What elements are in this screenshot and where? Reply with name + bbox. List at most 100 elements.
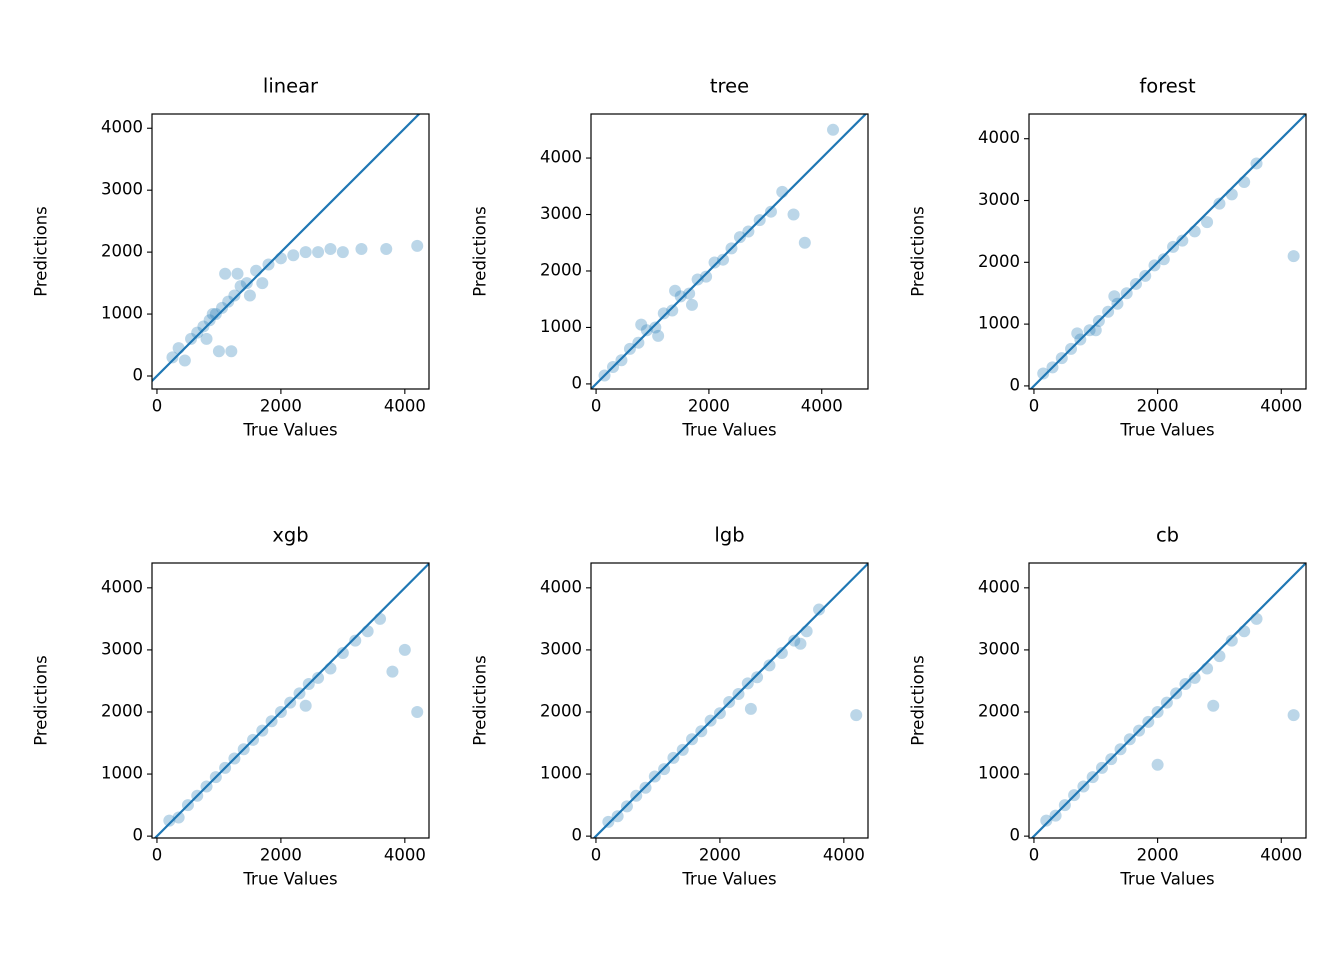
y-axis-label: Predictions bbox=[909, 206, 928, 297]
point bbox=[336, 647, 349, 660]
y-tick-label: 1000 bbox=[540, 764, 582, 783]
point bbox=[666, 304, 679, 317]
reference-line bbox=[1029, 114, 1306, 389]
point bbox=[1213, 650, 1226, 663]
y-tick-label: 3000 bbox=[540, 639, 582, 658]
x-tick-label: 2000 bbox=[260, 846, 302, 865]
point bbox=[380, 243, 393, 256]
point bbox=[1287, 250, 1300, 263]
subplot: 0 2000 4000 0 1000 2000 3000 4000 xgb True Values… bbox=[32, 524, 430, 889]
x-tick-label: 4000 bbox=[801, 397, 843, 416]
x-axis-label: True Values bbox=[1119, 421, 1214, 440]
point bbox=[640, 324, 653, 337]
y-tick-label: 0 bbox=[133, 365, 144, 384]
point bbox=[1238, 625, 1251, 638]
point bbox=[228, 289, 241, 302]
y-tick-label: 2000 bbox=[978, 701, 1020, 720]
y-tick-label: 3000 bbox=[978, 639, 1020, 658]
point bbox=[166, 351, 179, 364]
point bbox=[1037, 367, 1050, 380]
point bbox=[1238, 175, 1251, 188]
y-axis-label: Predictions bbox=[909, 655, 928, 746]
point bbox=[751, 671, 764, 684]
y-tick-label: 4000 bbox=[101, 577, 143, 596]
reference-line bbox=[1030, 563, 1306, 838]
axes-frame bbox=[1028, 562, 1307, 839]
point bbox=[1213, 197, 1226, 210]
y-tick-label: 2000 bbox=[978, 252, 1020, 271]
y-tick-label: 4000 bbox=[978, 577, 1020, 596]
point bbox=[355, 243, 368, 256]
point bbox=[652, 329, 665, 342]
subplot: 0 2000 4000 0 1000 2000 3000 4000 lgb True Values… bbox=[471, 524, 869, 889]
point bbox=[287, 249, 300, 262]
point bbox=[398, 643, 411, 656]
point bbox=[256, 277, 269, 290]
plot-area bbox=[592, 563, 868, 838]
point bbox=[163, 814, 176, 827]
y-tick-label: 1000 bbox=[101, 304, 143, 323]
y-tick-label: 0 bbox=[133, 826, 144, 845]
axes-frame bbox=[151, 113, 430, 390]
y-tick-label: 3000 bbox=[978, 190, 1020, 209]
subplot: 0 2000 4000 0 1000 2000 3000 4000 forest True Val… bbox=[909, 75, 1307, 440]
x-axis-label: True Values bbox=[681, 421, 776, 440]
point bbox=[349, 634, 362, 647]
x-tick-label: 2000 bbox=[699, 846, 741, 865]
axes-frame bbox=[1028, 113, 1307, 390]
y-tick-label: 4000 bbox=[540, 148, 582, 167]
point bbox=[274, 252, 287, 265]
point bbox=[787, 208, 800, 221]
plot-area bbox=[1030, 563, 1306, 838]
x-tick-label: 0 bbox=[152, 397, 163, 416]
axes-frame bbox=[590, 113, 869, 390]
point bbox=[185, 332, 198, 345]
point bbox=[1071, 327, 1084, 340]
y-tick-label: 1000 bbox=[540, 317, 582, 336]
point bbox=[231, 267, 244, 280]
point bbox=[615, 354, 628, 367]
y-axis-label: Predictions bbox=[471, 655, 490, 746]
reference-line bbox=[591, 114, 868, 389]
subplot-title: forest bbox=[1139, 75, 1196, 98]
point bbox=[649, 321, 662, 334]
point bbox=[209, 308, 222, 321]
x-tick-label: 2000 bbox=[688, 397, 730, 416]
x-tick-label: 0 bbox=[591, 397, 602, 416]
point bbox=[172, 342, 185, 355]
point bbox=[1157, 253, 1170, 266]
subplot-title: xgb bbox=[272, 524, 308, 547]
reference-line bbox=[152, 114, 421, 383]
point bbox=[775, 647, 788, 660]
point bbox=[299, 246, 312, 259]
point bbox=[813, 603, 826, 616]
point bbox=[312, 246, 325, 259]
point bbox=[225, 345, 238, 358]
point bbox=[763, 659, 776, 672]
point bbox=[700, 270, 713, 283]
y-axis-label: Predictions bbox=[471, 206, 490, 297]
x-tick-label: 0 bbox=[1029, 846, 1040, 865]
point bbox=[1201, 662, 1214, 675]
point bbox=[827, 123, 840, 136]
x-tick-label: 4000 bbox=[1260, 846, 1302, 865]
x-axis-label: True Values bbox=[1119, 870, 1214, 889]
y-tick-label: 0 bbox=[1010, 375, 1021, 394]
point bbox=[764, 205, 777, 218]
point bbox=[788, 634, 801, 647]
y-tick-label: 4000 bbox=[101, 118, 143, 137]
y-tick-label: 3000 bbox=[101, 639, 143, 658]
point bbox=[1176, 234, 1189, 247]
point bbox=[798, 236, 811, 249]
point bbox=[324, 662, 337, 675]
point bbox=[733, 231, 746, 244]
point bbox=[1250, 612, 1263, 625]
x-tick-label: 4000 bbox=[384, 846, 426, 865]
subplot-title: tree bbox=[710, 75, 749, 98]
point bbox=[222, 295, 235, 308]
x-axis-label: True Values bbox=[242, 421, 337, 440]
point bbox=[683, 287, 696, 300]
plot-area bbox=[1029, 114, 1306, 389]
y-tick-label: 0 bbox=[1010, 826, 1021, 845]
point bbox=[336, 246, 349, 259]
